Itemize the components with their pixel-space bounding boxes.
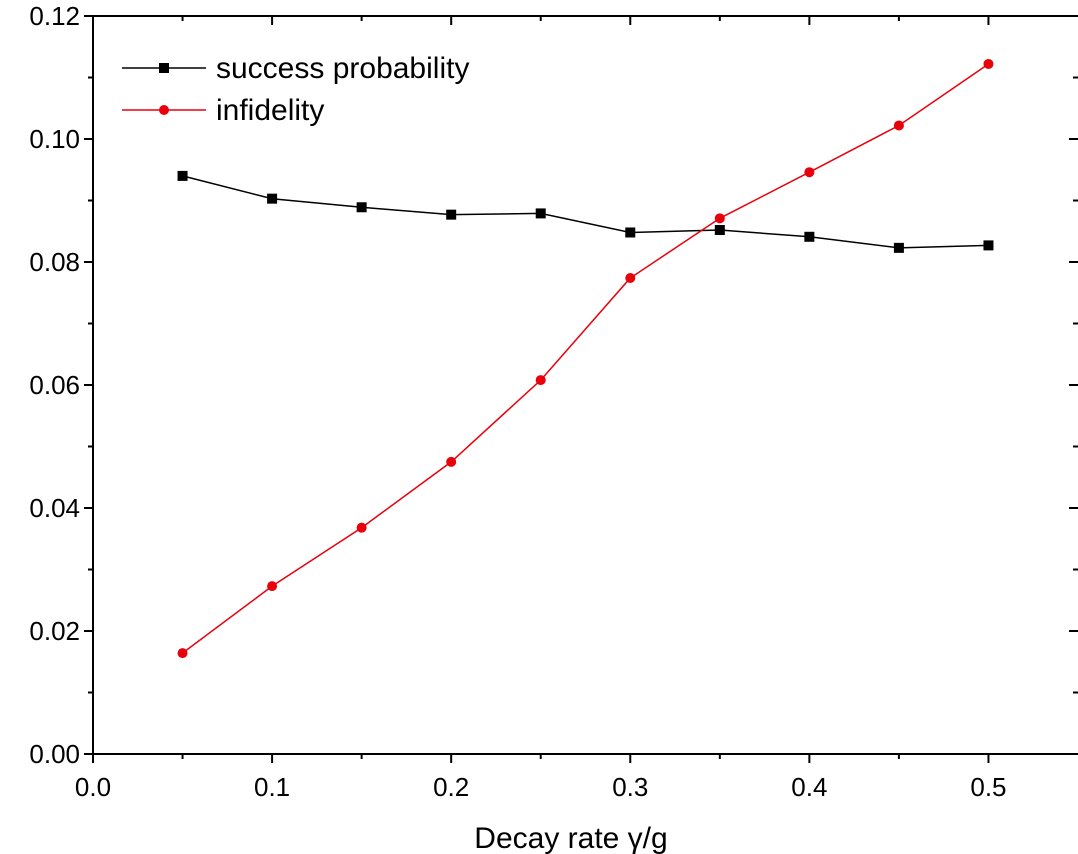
y-tick-label: 0.00 — [29, 739, 80, 769]
series-layer — [177, 58, 994, 659]
success-probability-point — [983, 240, 994, 251]
success-probability-point — [446, 209, 457, 220]
x-tick-label: 0.3 — [612, 772, 648, 802]
x-tick-label: 0.2 — [433, 772, 469, 802]
success-probability-point — [714, 225, 725, 236]
y-tick-label: 0.06 — [29, 370, 80, 400]
infidelity-point — [446, 456, 457, 467]
y-tick-label: 0.10 — [29, 124, 80, 154]
success-probability-point — [177, 170, 188, 181]
infidelity-point — [983, 58, 994, 69]
infidelity-line — [182, 63, 989, 654]
infidelity-point — [356, 522, 367, 533]
x-tick-label: 0.5 — [970, 772, 1006, 802]
x-tick-label: 0.4 — [791, 772, 827, 802]
y-tick-label: 0.08 — [29, 247, 80, 277]
y-tick-label: 0.04 — [29, 493, 80, 523]
success-probability-point — [625, 227, 636, 238]
infidelity-point — [804, 167, 815, 178]
legend-label-success-probability: success probability — [216, 52, 469, 85]
x-axis-label: Decay rate γ/g — [474, 822, 667, 854]
infidelity-point — [267, 581, 278, 592]
infidelity-point — [535, 375, 546, 386]
success-probability-point — [356, 202, 367, 213]
infidelity-point — [714, 213, 725, 224]
success-probability-point — [893, 242, 904, 253]
legend-label-infidelity: infidelity — [216, 94, 324, 127]
success-probability-point — [267, 193, 278, 204]
infidelity-point — [625, 272, 636, 283]
y-ticks: 0.00 0.02 0.04 0.06 0.08 0.10 0.12 — [29, 1, 1078, 769]
infidelity-point — [893, 120, 904, 131]
x-tick-label: 0.0 — [75, 772, 111, 802]
success-probability-point — [804, 231, 815, 242]
success-probability-point — [535, 208, 546, 219]
legend: success probability infidelity — [122, 52, 469, 127]
x-tick-label: 0.1 — [254, 772, 290, 802]
y-tick-label: 0.02 — [29, 616, 80, 646]
infidelity-point — [177, 648, 188, 659]
x-ticks: 0.0 0.1 0.2 0.3 0.4 0.5 — [75, 16, 1007, 802]
legend-marker-infidelity — [159, 105, 169, 115]
success-probability-line — [182, 175, 989, 249]
y-tick-label: 0.12 — [29, 1, 80, 31]
legend-marker-success-probability — [159, 63, 169, 73]
